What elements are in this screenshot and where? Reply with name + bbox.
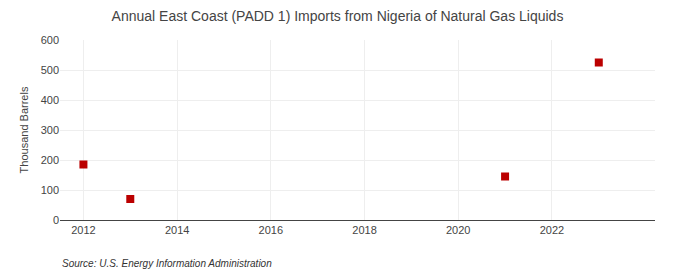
- svg-text:2016: 2016: [259, 224, 283, 236]
- svg-text:200: 200: [41, 154, 59, 166]
- svg-text:Thousand Barrels: Thousand Barrels: [18, 86, 30, 173]
- svg-text:300: 300: [41, 124, 59, 136]
- svg-text:2018: 2018: [352, 224, 376, 236]
- svg-text:2014: 2014: [165, 224, 189, 236]
- svg-text:Source: U.S. Energy Informatio: Source: U.S. Energy Information Administ…: [62, 258, 272, 269]
- svg-text:600: 600: [41, 34, 59, 46]
- svg-text:400: 400: [41, 94, 59, 106]
- svg-text:500: 500: [41, 64, 59, 76]
- svg-text:2022: 2022: [540, 224, 564, 236]
- svg-text:2012: 2012: [71, 224, 95, 236]
- svg-text:Annual East Coast (PADD 1) Imp: Annual East Coast (PADD 1) Imports from …: [112, 8, 564, 24]
- svg-text:0: 0: [53, 214, 59, 226]
- svg-text:2020: 2020: [446, 224, 470, 236]
- svg-text:100: 100: [41, 184, 59, 196]
